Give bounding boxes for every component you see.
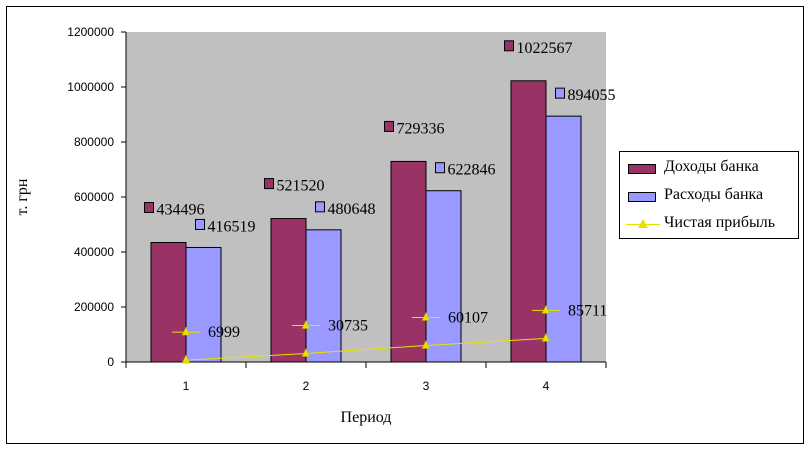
- x-tick-label: 1: [183, 379, 190, 393]
- y-tick-label: 1000000: [67, 80, 114, 94]
- legend-label-expenses: Расходы банка: [664, 186, 764, 203]
- y-tick-label: 200000: [74, 300, 114, 314]
- label-marker-expenses-3: [435, 162, 445, 174]
- bar-expenses-3: [425, 190, 462, 363]
- y-axis-title: т. грн: [14, 178, 31, 215]
- x-tick-label: 2: [303, 379, 310, 393]
- label-marker-expenses-4: [555, 87, 565, 99]
- profit-point-2: [301, 347, 311, 357]
- legend: Доходы банка Расходы банка Чистая прибыл…: [619, 151, 799, 239]
- label-profit-4: 85711: [568, 302, 607, 319]
- profit-point-3: [421, 339, 431, 349]
- legend-item-expenses: Расходы банка: [620, 184, 798, 208]
- label-marker-income-4: [504, 40, 514, 52]
- profit-point-1: [181, 354, 191, 364]
- label-profit-1: 6999: [208, 324, 240, 341]
- y-tick-label: 600000: [74, 190, 114, 204]
- bar-income-3: [390, 160, 427, 363]
- label-marker-profit-3: [421, 311, 431, 321]
- legend-swatch-expenses: [628, 192, 656, 202]
- profit-point-4: [541, 332, 551, 342]
- label-marker-expenses-1: [195, 218, 205, 230]
- label-income-1: 434496: [157, 202, 205, 219]
- label-profit-3: 60107: [448, 309, 488, 326]
- label-income-3: 729336: [397, 120, 445, 137]
- label-marker-profit-4: [541, 304, 551, 314]
- bar-income-1: [150, 242, 187, 363]
- y-tick-label: 400000: [74, 245, 114, 259]
- label-expenses-2: 480648: [328, 201, 376, 218]
- legend-marker-profit: [638, 219, 648, 228]
- bar-income-2: [270, 218, 307, 363]
- bar-expenses-2: [305, 229, 342, 363]
- label-income-4: 1022567: [517, 40, 573, 57]
- bar-expenses-4: [545, 115, 582, 363]
- bar-expenses-1: [185, 246, 222, 363]
- x-tick-label: 3: [423, 379, 430, 393]
- label-income-2: 521520: [277, 178, 325, 195]
- label-marker-profit-2: [301, 319, 311, 329]
- label-marker-income-1: [144, 202, 154, 214]
- y-tick-label: 0: [107, 355, 114, 369]
- x-axis-title: Период: [341, 409, 392, 426]
- label-marker-profit-1: [181, 326, 191, 336]
- legend-item-profit: Чистая прибыль: [620, 212, 798, 236]
- axes: 0 200000 400000 600000 800000 1000000 1200000 1…: [67, 25, 607, 393]
- data-labels: 434496 521520 729336 1022567 416519 480648 622…: [144, 40, 616, 341]
- label-marker-expenses-2: [315, 201, 325, 213]
- profit-line: [185, 337, 547, 361]
- label-marker-income-2: [264, 178, 274, 190]
- legend-label-profit: Чистая прибыль: [664, 214, 776, 231]
- bar-group: [150, 80, 582, 363]
- label-expenses-1: 416519: [208, 218, 256, 235]
- label-expenses-3: 622846: [448, 162, 496, 179]
- label-expenses-4: 894055: [568, 87, 616, 104]
- label-marker-income-3: [384, 120, 394, 132]
- x-tick-label: 4: [543, 379, 550, 393]
- label-profit-2: 30735: [328, 318, 368, 335]
- profit-line-group: [181, 332, 551, 364]
- legend-label-income: Доходы банка: [664, 158, 759, 175]
- bar-income-4: [510, 80, 547, 363]
- legend-swatch-income: [628, 164, 656, 174]
- legend-item-income: Доходы банка: [620, 156, 798, 180]
- y-tick-label: 800000: [74, 135, 114, 149]
- y-tick-label: 1200000: [67, 25, 114, 39]
